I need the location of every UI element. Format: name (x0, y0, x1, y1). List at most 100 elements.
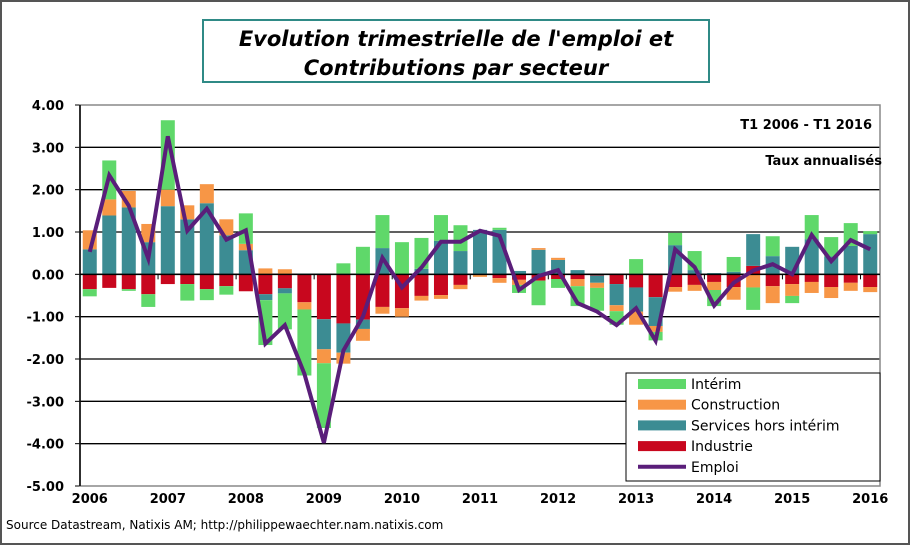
bar-services-hors-int-rim (102, 215, 117, 275)
bar-industrie (258, 274, 273, 295)
bar-construction (453, 284, 468, 290)
legend-label: Emploi (691, 460, 739, 476)
bar-int-rim (726, 256, 741, 272)
bar-int-rim (551, 278, 566, 288)
bar-int-rim (394, 242, 409, 275)
bar-construction (746, 274, 761, 288)
y-tick-label: 0.00 (32, 268, 64, 283)
bar-services-hors-int-rim (277, 288, 292, 294)
legend-label: Industrie (691, 439, 753, 455)
bar-construction (355, 328, 370, 341)
bar-industrie (160, 274, 175, 285)
bar-industrie (687, 274, 702, 285)
bar-services-hors-int-rim (609, 284, 624, 306)
bar-industrie (668, 274, 683, 288)
bar-int-rim (785, 295, 800, 304)
bar-services-hors-int-rim (453, 251, 468, 275)
x-tick-label: 2011 (462, 492, 498, 507)
bar-industrie (512, 274, 527, 280)
bar-int-rim (199, 289, 214, 301)
bar-services-hors-int-rim (746, 234, 761, 266)
bar-construction (765, 286, 780, 304)
bar-int-rim (297, 309, 312, 376)
y-tick-label: 2.00 (32, 184, 64, 199)
bar-industrie (414, 274, 429, 296)
emploi-line (87, 135, 872, 444)
bar-services-hors-int-rim (726, 271, 741, 275)
bar-construction (531, 248, 546, 250)
y-tick-label: -5.00 (27, 480, 64, 495)
bar-services-hors-int-rim (199, 203, 214, 275)
bar-int-rim (82, 289, 97, 297)
bar-int-rim (336, 263, 351, 275)
bar-construction (668, 287, 683, 292)
bar-construction (375, 306, 390, 314)
bar-industrie (551, 274, 566, 279)
bar-int-rim (160, 120, 175, 190)
bar-construction (824, 287, 839, 299)
bar-services-hors-int-rim (590, 275, 605, 283)
title-line-1: Evolution trimestrielle de l'emploi et (238, 27, 674, 51)
bar-services-hors-int-rim (570, 270, 585, 275)
bar-construction (316, 349, 331, 364)
period-note: T1 2006 - T1 2016 (740, 118, 872, 133)
legend-swatch-industrie (638, 441, 686, 452)
bar-construction (863, 287, 878, 293)
bar-industrie (629, 274, 644, 288)
bar-construction (804, 281, 819, 293)
y-tick-label: -4.00 (27, 438, 64, 453)
bar-industrie (297, 274, 312, 303)
bar-services-hors-int-rim (180, 219, 195, 275)
bar-services-hors-int-rim (804, 239, 819, 275)
bar-services-hors-int-rim (473, 229, 487, 275)
bar-industrie (238, 274, 253, 292)
bar-construction (590, 282, 605, 288)
bar-industrie (82, 274, 97, 290)
bar-construction (785, 284, 800, 296)
bar-industrie (785, 274, 800, 285)
bar-construction (160, 189, 175, 207)
bar-int-rim (531, 280, 546, 306)
bar-int-rim (433, 215, 448, 241)
bar-construction (843, 282, 858, 291)
bar-int-rim (219, 286, 234, 295)
bar-services-hors-int-rim (258, 294, 273, 301)
legend-swatch-construction (638, 399, 686, 410)
bar-industrie (492, 274, 507, 279)
bar-construction (473, 274, 487, 277)
bar-construction (707, 281, 722, 290)
bar-int-rim (746, 287, 761, 310)
y-tick-label: -1.00 (27, 311, 64, 326)
x-tick-label: 2015 (774, 492, 810, 507)
legend-label: Services hors intérim (691, 418, 840, 434)
bar-construction (102, 199, 117, 216)
bar-construction (258, 268, 273, 275)
bar-services-hors-int-rim (355, 319, 370, 329)
bar-int-rim (668, 232, 683, 246)
y-tick-label: 1.00 (32, 226, 64, 241)
title-line-2: Contributions par secteur (303, 56, 609, 80)
x-tick-label: 2016 (852, 492, 888, 507)
x-tick-label: 2008 (228, 492, 264, 507)
x-tick-label: 2007 (150, 492, 186, 507)
legend-label: Construction (691, 398, 780, 414)
bar-industrie (121, 274, 136, 290)
bar-construction (492, 278, 507, 283)
bar-construction (238, 243, 253, 251)
bar-int-rim (141, 294, 156, 307)
x-tick-label: 2013 (618, 492, 654, 507)
bar-services-hors-int-rim (531, 249, 546, 275)
bar-int-rim (277, 293, 292, 330)
y-tick-label: -2.00 (27, 353, 64, 368)
bar-int-rim (492, 227, 507, 230)
chart-title: Evolution trimestrielle de l'emploi et C… (202, 19, 710, 83)
bar-industrie (141, 274, 156, 295)
bar-industrie (765, 274, 780, 287)
y-tick-label: 3.00 (32, 141, 64, 156)
bar-int-rim (375, 215, 390, 249)
bar-construction (297, 302, 312, 310)
bar-construction (648, 325, 663, 332)
bar-construction (687, 284, 702, 291)
